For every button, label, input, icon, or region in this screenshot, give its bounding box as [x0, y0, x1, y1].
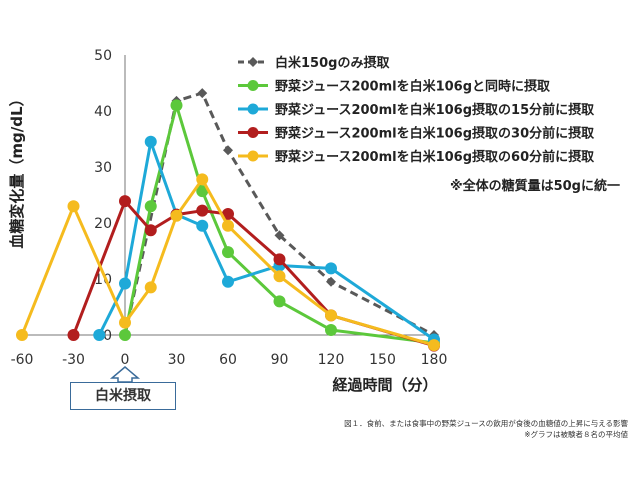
data-point — [325, 309, 337, 322]
y-axis-title: 血糖変化量（mg/dL） — [8, 91, 26, 248]
data-point — [197, 88, 208, 99]
series-line — [97, 140, 435, 341]
data-point — [274, 230, 285, 241]
series-line — [123, 103, 435, 345]
legend-label: 野菜ジュース200mlを白米106g摂取の15分前に摂取 — [275, 102, 595, 118]
data-point — [170, 99, 183, 112]
x-tick-label: -60 — [11, 352, 34, 368]
data-point — [273, 270, 286, 283]
series-group-item — [16, 173, 440, 352]
data-point — [223, 145, 233, 156]
data-point — [196, 185, 209, 198]
legend-item: 野菜ジュース200mlを白米106g摂取の30分前に摂取 — [238, 126, 595, 142]
rice-intake-label: 白米摂取 — [70, 382, 176, 410]
legend-item: 白米150gのみ摂取 — [238, 55, 390, 71]
data-point — [144, 135, 157, 148]
data-point — [325, 323, 337, 336]
data-point — [119, 316, 131, 329]
x-axis-title: 経過時間（分） — [332, 376, 437, 394]
data-point — [273, 295, 286, 308]
chart-series — [16, 88, 440, 352]
data-point — [144, 200, 157, 213]
data-point — [222, 275, 234, 288]
legend-item: 野菜ジュース200mlを白米106g摂取の15分前に摂取 — [238, 102, 595, 118]
x-tick-label: 150 — [369, 352, 396, 368]
legend-label: 野菜ジュース200mlを白米106g摂取の60分前に摂取 — [275, 149, 595, 165]
figure-caption-note: ※グラフは被験者８名の平均値 — [524, 430, 628, 439]
legend-marker — [247, 127, 259, 138]
y-tick-label: 40 — [94, 104, 112, 120]
y-tick-label: 30 — [94, 160, 112, 176]
legend-marker — [247, 80, 259, 91]
data-point — [196, 173, 209, 186]
rice-intake-arrow-icon — [109, 366, 141, 383]
x-tick-label: 0 — [121, 352, 130, 368]
data-point — [93, 329, 106, 341]
data-point — [428, 339, 440, 352]
legend-marker — [248, 57, 258, 67]
data-point — [273, 253, 286, 266]
x-tick-label: 180 — [421, 352, 448, 368]
data-point — [144, 281, 157, 294]
series-line — [20, 177, 435, 347]
legend-label: 野菜ジュース200mlを白米106g摂取の30分前に摂取 — [275, 126, 595, 142]
legend-item: 野菜ジュース200mlを白米106gと同時に摂取 — [238, 79, 551, 95]
x-tick-label: 90 — [271, 352, 289, 368]
x-tick-label: 30 — [168, 352, 186, 368]
data-point — [119, 195, 131, 208]
data-point — [222, 208, 234, 221]
legend-marker — [247, 103, 259, 115]
data-point — [119, 277, 131, 290]
data-point — [222, 219, 234, 232]
x-tick-labels: -60 -30 0 30 60 90 120 150 180 — [11, 352, 448, 368]
chart-legend: 白米150gのみ摂取野菜ジュース200mlを白米106gと同時に摂取野菜ジュース… — [238, 55, 595, 165]
series-group-item — [119, 99, 440, 349]
x-tick-label: 120 — [318, 352, 345, 368]
y-tick-label: 50 — [94, 48, 112, 64]
data-point — [326, 276, 336, 287]
data-point — [325, 262, 337, 275]
figure-caption: 図１．食前、または食事中の野菜ジュースの飲用が食後の血糖値の上昇に与える影響 — [344, 419, 628, 428]
chart-annotation: ※全体の糖質量は50gに統一 — [450, 178, 620, 194]
legend-label: 白米150gのみ摂取 — [275, 55, 390, 71]
legend-marker — [247, 150, 259, 162]
data-point — [67, 329, 80, 341]
x-tick-label: -30 — [62, 352, 85, 368]
chart-axes — [22, 55, 434, 336]
data-point — [170, 209, 183, 222]
x-tick-label: 60 — [219, 352, 237, 368]
data-point — [196, 219, 209, 232]
data-point — [196, 204, 209, 217]
data-point — [67, 200, 80, 213]
y-tick-label: 20 — [94, 216, 112, 232]
data-point — [222, 246, 234, 259]
legend-item: 野菜ジュース200mlを白米106g摂取の60分前に摂取 — [238, 149, 595, 165]
data-point — [144, 224, 157, 237]
data-point — [16, 329, 28, 341]
legend-label: 野菜ジュース200mlを白米106gと同時に摂取 — [275, 79, 551, 95]
data-point — [119, 329, 131, 341]
y-tick-label: 0 — [103, 328, 112, 344]
